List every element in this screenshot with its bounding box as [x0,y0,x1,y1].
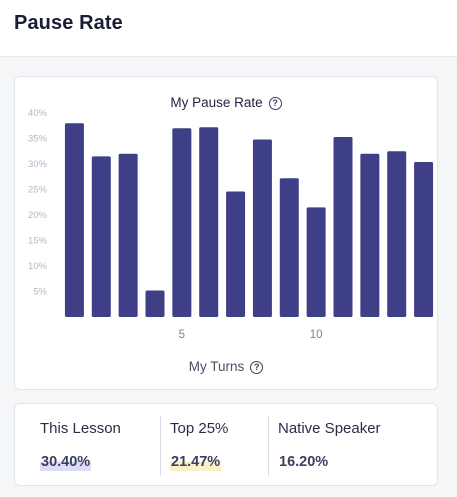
chart-bar[interactable] [199,127,219,317]
stat-value: 21.47% [170,454,222,471]
y-tick-label: 5% [33,287,47,298]
chart-bar[interactable] [279,178,299,317]
stat-value-text: 21.47% [170,454,222,471]
chart-title-text: My Pause Rate [170,95,263,110]
y-tick-label: 25% [28,185,48,196]
chart-card: 5% 10% 15% 20% 25% 30% 35% 40% 5 10 My Pause Rate… [14,76,438,390]
stat-value: 16.20% [278,454,329,470]
chart-bar[interactable] [333,136,353,317]
chart-bar[interactable] [145,290,165,317]
x-axis-title: My Turns? [15,359,437,374]
y-tick-label: 20% [28,210,48,221]
stat-value-text: 16.20% [279,454,329,470]
chart-bar[interactable] [91,156,111,317]
stat-value: 30.40% [40,454,92,471]
divider [268,416,269,476]
stat-value-text: 30.40% [40,454,92,471]
stat-label: Native Speaker [278,420,381,437]
chart-bar[interactable] [414,161,434,317]
help-icon[interactable]: ? [268,97,282,110]
help-icon[interactable]: ? [250,361,264,374]
x-tick-label: 10 [310,329,323,341]
chart-bar[interactable] [252,139,272,317]
chart-bar[interactable] [226,191,246,317]
y-tick-label: 40% [28,108,48,119]
pause-rate-chart: 5% 10% 15% 20% 25% 30% 35% 40% 5 10 [28,108,434,341]
stat-label: Top 25% [170,420,229,437]
chart-bar[interactable] [172,128,192,317]
stat-label: This Lesson [40,420,121,437]
y-tick-label: 10% [28,261,48,272]
y-tick-label: 35% [28,134,48,145]
stats-card: This Lesson 30.40% Top 25% 21.47% Native… [14,403,438,486]
chart-bar[interactable] [306,207,326,317]
chart-bar[interactable] [360,153,380,317]
page-title: Pause Rate [14,12,123,34]
x-axis-title-text: My Turns [188,359,245,374]
chart-bar[interactable] [387,151,407,317]
chart-title: My Pause Rate? [15,95,437,110]
x-tick-label: 5 [179,329,185,341]
y-tick-label: 30% [28,159,48,170]
y-tick-label: 15% [28,236,48,247]
chart-bar[interactable] [118,153,138,317]
page-header: Pause Rate [0,0,457,57]
divider [160,416,161,476]
chart-bar[interactable] [64,123,84,317]
